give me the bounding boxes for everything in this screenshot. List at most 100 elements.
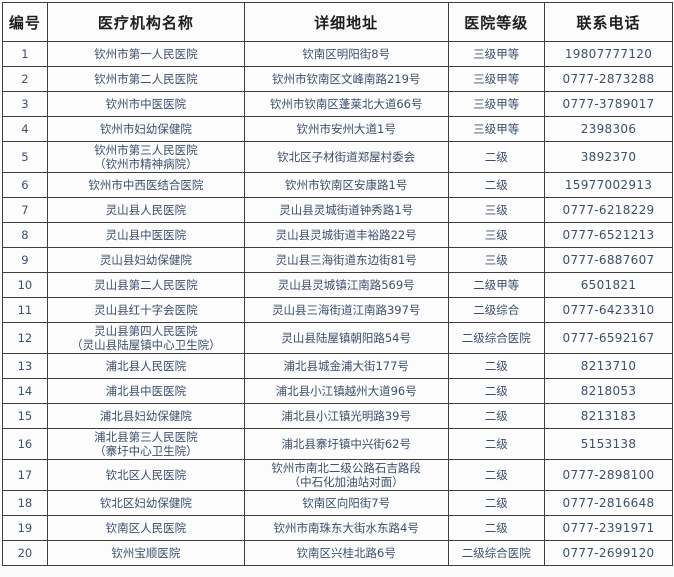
col-header-institution: 医疗机构名称 bbox=[46, 2, 245, 42]
cell-institution-name: 钦州宝顺医院 bbox=[46, 540, 245, 566]
cell-hospital-grade: 三级 bbox=[447, 247, 545, 273]
cell-institution-name: 钦州市中西医结合医院 bbox=[46, 172, 245, 198]
cell-institution-name: 浦北县第三人民医院 （寨圩中心卫生院） bbox=[46, 428, 245, 460]
cell-address: 灵山县灵城街道钟秀路1号 bbox=[243, 197, 449, 223]
table-row: 9 灵山县妇幼保健院 灵山县三海街道东边街81号 三级 0777-6887607 bbox=[2, 247, 674, 273]
table-row: 7 灵山县人民医院 灵山县灵城街道钟秀路1号 三级 0777-6218229 bbox=[2, 197, 674, 223]
table-row: 4 钦州市妇幼保健院 钦州市安州大道1号 三级甲等 2398306 bbox=[2, 116, 674, 142]
cell-contact-phone: 0777-2898100 bbox=[543, 459, 674, 491]
cell-row-number: 4 bbox=[2, 116, 48, 142]
cell-institution-name: 钦州市第一人民医院 bbox=[46, 41, 245, 67]
table-row: 10 灵山县第二人民医院 灵山县灵城镇江南路569号 二级甲等 6501821 bbox=[2, 272, 674, 298]
cell-hospital-grade: 二级综合 bbox=[447, 297, 545, 323]
cell-address: 钦州市钦南区蓬莱北大道66号 bbox=[243, 91, 449, 117]
cell-contact-phone: 6501821 bbox=[543, 272, 674, 298]
cell-hospital-grade: 三级 bbox=[447, 222, 545, 248]
cell-address: 浦北县小江镇光明路39号 bbox=[243, 403, 449, 429]
cell-hospital-grade: 二级 bbox=[447, 515, 545, 541]
cell-hospital-grade: 二级综合医院 bbox=[447, 540, 545, 566]
col-header-address: 详细地址 bbox=[243, 2, 449, 42]
cell-address: 钦州市南北二级公路石吉路段 （中石化加油站对面） bbox=[243, 459, 449, 491]
cell-row-number: 17 bbox=[2, 459, 48, 491]
cell-row-number: 13 bbox=[2, 353, 48, 379]
table-header: 编号 医疗机构名称 详细地址 医院等级 联系电话 bbox=[2, 2, 674, 42]
table-row: 2 钦州市第二人民医院 钦州市钦南区文峰南路219号 三级甲等 0777-287… bbox=[2, 66, 674, 92]
cell-institution-name: 钦州市第三人民医院 （钦州市精神病院） bbox=[46, 141, 245, 173]
cell-contact-phone: 2398306 bbox=[543, 116, 674, 142]
cell-hospital-grade: 二级甲等 bbox=[447, 272, 545, 298]
cell-row-number: 18 bbox=[2, 490, 48, 516]
cell-contact-phone: 15977002913 bbox=[543, 172, 674, 198]
table-row: 6 钦州市中西医结合医院 钦州市钦南区安康路1号 二级 15977002913 bbox=[2, 172, 674, 198]
cell-institution-name: 钦州市第二人民医院 bbox=[46, 66, 245, 92]
cell-row-number: 9 bbox=[2, 247, 48, 273]
cell-contact-phone: 0777-6521213 bbox=[543, 222, 674, 248]
cell-address: 钦州市安州大道1号 bbox=[243, 116, 449, 142]
cell-row-number: 16 bbox=[2, 428, 48, 460]
cell-contact-phone: 8213183 bbox=[543, 403, 674, 429]
cell-row-number: 3 bbox=[2, 91, 48, 117]
table-row: 12 灵山县第四人民医院 （灵山县陆屋镇中心卫生院） 灵山县陆屋镇朝阳路54号 二… bbox=[2, 322, 674, 354]
table-row: 19 钦南区人民医院 钦州市南珠东大街水东路4号 二级 0777-2391971 bbox=[2, 515, 674, 541]
table-row: 15 浦北县妇幼保健院 浦北县小江镇光明路39号 二级 8213183 bbox=[2, 403, 674, 429]
cell-row-number: 19 bbox=[2, 515, 48, 541]
cell-address: 钦北区子材街道郑屋村委会 bbox=[243, 141, 449, 173]
cell-row-number: 6 bbox=[2, 172, 48, 198]
col-header-grade: 医院等级 bbox=[447, 2, 545, 42]
cell-hospital-grade: 三级甲等 bbox=[447, 66, 545, 92]
cell-address: 灵山县三海街道东边街81号 bbox=[243, 247, 449, 273]
table-row: 16 浦北县第三人民医院 （寨圩中心卫生院） 浦北县寨圩镇中兴街62号 二级 51… bbox=[2, 428, 674, 460]
cell-hospital-grade: 二级 bbox=[447, 141, 545, 173]
cell-row-number: 7 bbox=[2, 197, 48, 223]
cell-contact-phone: 19807777120 bbox=[543, 41, 674, 67]
cell-address: 浦北县寨圩镇中兴街62号 bbox=[243, 428, 449, 460]
cell-institution-name: 灵山县红十字会医院 bbox=[46, 297, 245, 323]
table-row: 17 钦北区人民医院 钦州市南北二级公路石吉路段 （中石化加油站对面） 二级 07… bbox=[2, 459, 674, 491]
table-body: 1 钦州市第一人民医院 钦南区明阳街8号 三级甲等 19807777120 2 … bbox=[2, 41, 674, 566]
cell-contact-phone: 0777-3789017 bbox=[543, 91, 674, 117]
cell-row-number: 8 bbox=[2, 222, 48, 248]
cell-row-number: 20 bbox=[2, 540, 48, 566]
cell-contact-phone: 0777-6592167 bbox=[543, 322, 674, 354]
cell-hospital-grade: 三级甲等 bbox=[447, 41, 545, 67]
cell-institution-name: 灵山县妇幼保健院 bbox=[46, 247, 245, 273]
table-row: 20 钦州宝顺医院 钦南区兴桂北路6号 二级综合医院 0777-2699120 bbox=[2, 540, 674, 566]
cell-institution-name: 灵山县人民医院 bbox=[46, 197, 245, 223]
cell-contact-phone: 0777-2873288 bbox=[543, 66, 674, 92]
cell-address: 钦南区向阳街7号 bbox=[243, 490, 449, 516]
cell-address: 灵山县陆屋镇朝阳路54号 bbox=[243, 322, 449, 354]
cell-hospital-grade: 二级 bbox=[447, 459, 545, 491]
cell-institution-name: 浦北县中医医院 bbox=[46, 378, 245, 404]
cell-row-number: 1 bbox=[2, 41, 48, 67]
cell-institution-name: 钦州市中医医院 bbox=[46, 91, 245, 117]
cell-hospital-grade: 二级 bbox=[447, 353, 545, 379]
table-row: 1 钦州市第一人民医院 钦南区明阳街8号 三级甲等 19807777120 bbox=[2, 41, 674, 67]
table-row: 18 钦北区妇幼保健院 钦南区向阳街7号 二级 0777-2816648 bbox=[2, 490, 674, 516]
cell-contact-phone: 0777-2699120 bbox=[543, 540, 674, 566]
cell-address: 钦州市钦南区文峰南路219号 bbox=[243, 66, 449, 92]
col-header-number: 编号 bbox=[2, 2, 48, 42]
cell-institution-name: 钦北区妇幼保健院 bbox=[46, 490, 245, 516]
cell-hospital-grade: 三级 bbox=[447, 197, 545, 223]
hospital-table: 编号 医疗机构名称 详细地址 医院等级 联系电话 1 钦州市第一人民医院 钦南区… bbox=[2, 2, 674, 566]
table-row: 11 灵山县红十字会医院 灵山县三海街道江南路397号 二级综合 0777-64… bbox=[2, 297, 674, 323]
cell-hospital-grade: 二级 bbox=[447, 378, 545, 404]
cell-contact-phone: 3892370 bbox=[543, 141, 674, 173]
cell-hospital-grade: 二级 bbox=[447, 490, 545, 516]
cell-row-number: 2 bbox=[2, 66, 48, 92]
table-row: 5 钦州市第三人民医院 （钦州市精神病院） 钦北区子材街道郑屋村委会 二级 389… bbox=[2, 141, 674, 173]
cell-institution-name: 灵山县中医医院 bbox=[46, 222, 245, 248]
header-row: 编号 医疗机构名称 详细地址 医院等级 联系电话 bbox=[2, 2, 674, 42]
cell-institution-name: 钦州市妇幼保健院 bbox=[46, 116, 245, 142]
cell-contact-phone: 8218053 bbox=[543, 378, 674, 404]
cell-address: 钦州市钦南区安康路1号 bbox=[243, 172, 449, 198]
cell-institution-name: 浦北县妇幼保健院 bbox=[46, 403, 245, 429]
cell-institution-name: 钦北区人民医院 bbox=[46, 459, 245, 491]
cell-contact-phone: 0777-2391971 bbox=[543, 515, 674, 541]
cell-address: 钦州市南珠东大街水东路4号 bbox=[243, 515, 449, 541]
cell-row-number: 15 bbox=[2, 403, 48, 429]
cell-institution-name: 浦北县人民医院 bbox=[46, 353, 245, 379]
cell-institution-name: 钦南区人民医院 bbox=[46, 515, 245, 541]
table-row: 3 钦州市中医医院 钦州市钦南区蓬莱北大道66号 三级甲等 0777-37890… bbox=[2, 91, 674, 117]
